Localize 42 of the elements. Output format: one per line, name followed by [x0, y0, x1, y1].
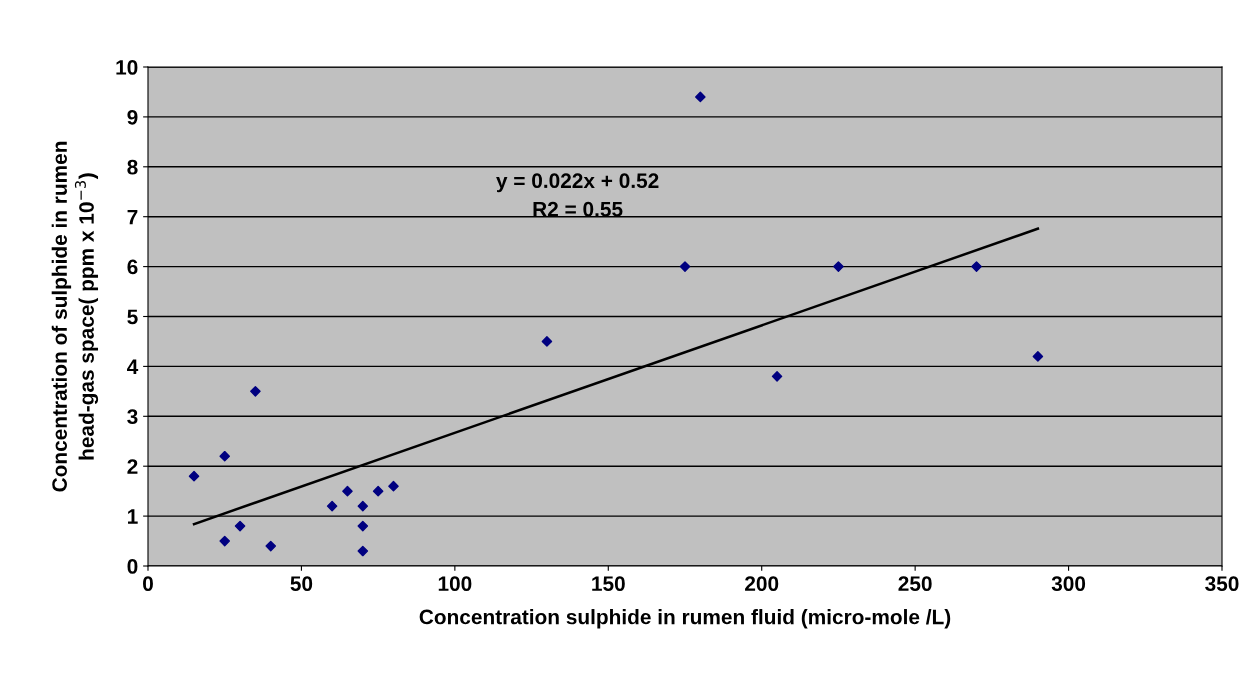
- x-axis-title: Concentration sulphide in rumen fluid (micro-mole /L): [419, 609, 951, 629]
- point: [541, 336, 553, 347]
- point: [388, 480, 399, 492]
- point: [971, 261, 982, 272]
- point: [695, 91, 706, 103]
- y-tick-label: 4: [127, 359, 139, 374]
- x-tick-label: 50: [290, 576, 313, 592]
- x-tick-label: 0: [143, 576, 153, 592]
- point: [357, 500, 369, 512]
- point: [219, 450, 231, 462]
- point: [326, 500, 338, 512]
- y-axis-title: Concentration of sulphide in rumen head-gas space( ppm x 10$^{−3}$): [51, 141, 99, 492]
- x-tick-label: 250: [898, 576, 932, 592]
- point: [265, 540, 277, 552]
- x-tick-label: 100: [438, 576, 472, 592]
- point: [342, 485, 353, 497]
- y-tick-label: 5: [127, 309, 138, 325]
- point: [219, 535, 231, 547]
- point: [679, 261, 691, 272]
- point: [357, 520, 369, 532]
- point: [188, 470, 200, 482]
- y-tick-label: 0: [127, 559, 138, 574]
- point: [250, 386, 261, 397]
- y-tick-label: 7: [127, 209, 138, 225]
- point: [833, 261, 844, 272]
- point: [1032, 351, 1044, 362]
- point: [357, 545, 369, 557]
- y-tick-label: 1: [128, 509, 138, 524]
- y-tick-label: 8: [127, 159, 138, 175]
- x-tick-label: 150: [592, 576, 625, 592]
- x-tick-label: 350: [1205, 576, 1239, 592]
- x-tick-label: 200: [745, 576, 779, 592]
- point: [372, 485, 384, 497]
- y-tick-label: 2: [127, 459, 138, 474]
- point: [771, 371, 783, 382]
- y-tick-label: 3: [127, 409, 138, 425]
- x-tick-label: 300: [1051, 576, 1086, 592]
- point: [234, 520, 246, 532]
- y-tick-label: 10: [116, 60, 138, 75]
- annotation: y = 0.022x + 0.52 R2 = 0.55: [496, 173, 659, 217]
- y-tick-label: 9: [127, 109, 138, 125]
- y-tick-label: 6: [127, 259, 138, 275]
